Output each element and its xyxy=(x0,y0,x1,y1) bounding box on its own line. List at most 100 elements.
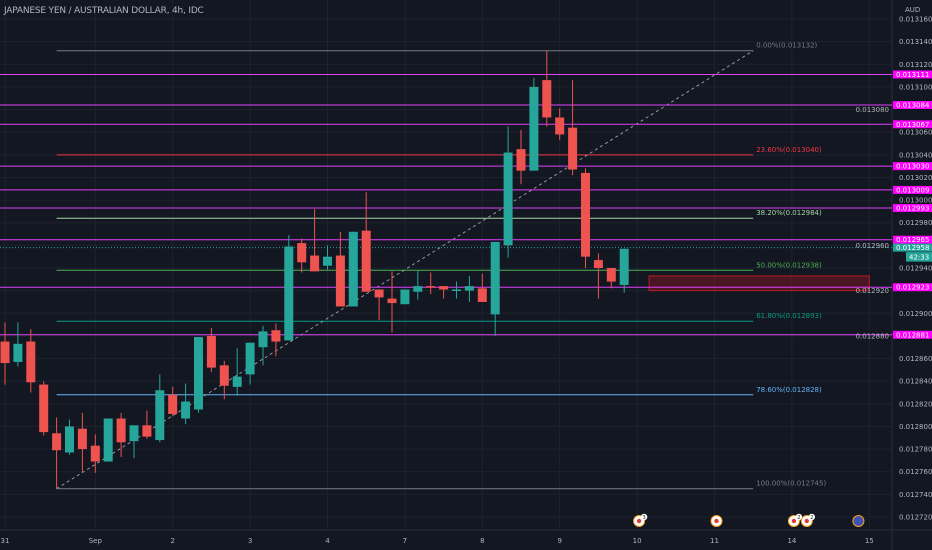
candle-up xyxy=(284,246,294,341)
price-axis-tick: 0.012840 xyxy=(899,378,932,386)
price-axis-tick: 0.012860 xyxy=(899,355,932,363)
time-axis-tick: 3 xyxy=(248,537,252,545)
candle-up xyxy=(413,286,423,292)
japan-flag-sun-icon xyxy=(636,518,642,524)
candle-down xyxy=(361,230,371,292)
price-axis-tick: 0.012720 xyxy=(899,513,932,521)
level-price-tag-text: 0.013030 xyxy=(896,163,929,171)
japan-flag-sun-icon xyxy=(791,518,797,524)
event-count-text: 2 xyxy=(797,515,800,521)
candle-down xyxy=(568,127,578,170)
level-price-tag-text: 0.012881 xyxy=(896,331,929,339)
price-axis-tick: 0.012980 xyxy=(899,219,932,227)
price-axis-tick: 0.013140 xyxy=(899,38,932,46)
level-price-tag xyxy=(893,185,932,194)
fib-level-label: 23.60%(0.013040) xyxy=(756,146,822,154)
candle-down xyxy=(516,149,526,171)
time-axis-tick: 11 xyxy=(710,537,719,545)
level-price-tag-text: 0.012993 xyxy=(896,205,929,213)
candle-up xyxy=(155,390,165,441)
price-axis-tick: 0.013100 xyxy=(899,83,932,91)
price-axis-tick: 0.012960 xyxy=(856,242,889,250)
candle-down xyxy=(297,243,307,263)
level-price-tag xyxy=(893,101,932,110)
price-axis-tick: 0.013000 xyxy=(899,197,932,205)
candle-down xyxy=(77,428,87,450)
level-price-tag-text: 0.013009 xyxy=(896,186,929,194)
time-axis-tick: Sep xyxy=(89,537,103,545)
fib-level-label: 100.00%(0.012745) xyxy=(756,480,826,488)
candle-down xyxy=(0,341,10,364)
candle-down xyxy=(142,425,152,437)
time-axis-tick: 14 xyxy=(787,537,796,545)
price-axis-tick: 0.013040 xyxy=(899,151,932,159)
price-axis-tick: 0.012940 xyxy=(899,264,932,272)
candle-down xyxy=(606,267,616,282)
event-count-text: 3 xyxy=(643,515,646,521)
candle-up xyxy=(232,376,242,387)
time-axis-tick: 8 xyxy=(480,537,484,545)
price-axis-tick: 0.012780 xyxy=(899,446,932,454)
level-price-tag xyxy=(893,162,932,171)
event-count-text: 2 xyxy=(810,515,813,521)
japan-flag-sun-icon xyxy=(804,518,809,524)
candle-up xyxy=(129,425,139,442)
level-price-tag-text: 0.013111 xyxy=(896,71,929,79)
event-count-badge xyxy=(808,513,815,521)
fib-level-label: 78.60%(0.012828) xyxy=(756,386,822,394)
candle-down xyxy=(439,286,449,290)
candle-up xyxy=(452,289,461,292)
candle-up xyxy=(245,342,255,375)
price-axis-tick: 0.013160 xyxy=(899,16,932,24)
time-axis-tick: 9 xyxy=(557,537,561,545)
candle-up xyxy=(194,337,203,410)
time-axis-tick: 31 xyxy=(1,537,10,545)
level-price-tag xyxy=(893,204,932,213)
candle-down xyxy=(387,298,397,304)
candle-down xyxy=(335,255,345,307)
time-axis-tick: 7 xyxy=(403,537,407,545)
candle-up xyxy=(13,343,23,362)
price-axis-tick: 0.012900 xyxy=(899,310,932,318)
level-price-tag xyxy=(893,70,932,79)
time-axis-tick: 15 xyxy=(865,537,874,545)
fib-level-label: 0.00%(0.013132) xyxy=(756,42,817,50)
currency-label: AUD xyxy=(905,6,920,14)
price-axis-tick: 0.012740 xyxy=(899,491,932,499)
candle-down xyxy=(26,341,36,383)
price-axis-tick: 0.013060 xyxy=(899,129,932,137)
time-axis-tick: 4 xyxy=(325,537,330,545)
candle-down xyxy=(555,117,565,135)
event-count-badge xyxy=(795,513,803,521)
countdown-text: 42:33 xyxy=(909,254,929,262)
candle-down xyxy=(271,330,281,342)
candle-up xyxy=(400,289,410,305)
candle-up xyxy=(348,231,358,307)
level-price-tag-text: 0.013067 xyxy=(896,121,929,129)
price-axis-tick: 0.013120 xyxy=(899,61,932,69)
candle-down xyxy=(477,288,487,302)
candle-down xyxy=(374,289,384,298)
last-price-text: 0.012958 xyxy=(896,244,929,252)
candle-up xyxy=(258,331,268,348)
candle-down xyxy=(581,172,590,257)
last-price-tag xyxy=(893,243,932,252)
japan-flag-sun-icon xyxy=(714,518,719,524)
price-axis-tick: 0.012920 xyxy=(856,287,889,295)
fib-level-label: 38.20%(0.012984) xyxy=(756,209,822,217)
candle-down xyxy=(90,445,100,462)
candle-up xyxy=(529,86,539,171)
time-axis-tick: 10 xyxy=(633,537,642,545)
australia-flag-event-icon[interactable] xyxy=(852,515,865,527)
countdown-tag xyxy=(906,252,932,262)
price-axis-tick: 0.012800 xyxy=(899,423,932,431)
candle-down xyxy=(52,433,62,451)
candle-up xyxy=(65,426,74,453)
candle-down xyxy=(168,394,178,414)
event-count-badge xyxy=(640,513,648,521)
level-price-tag-text: 0.013084 xyxy=(896,102,930,110)
candle-up xyxy=(619,248,629,285)
level-price-tag xyxy=(893,330,932,339)
